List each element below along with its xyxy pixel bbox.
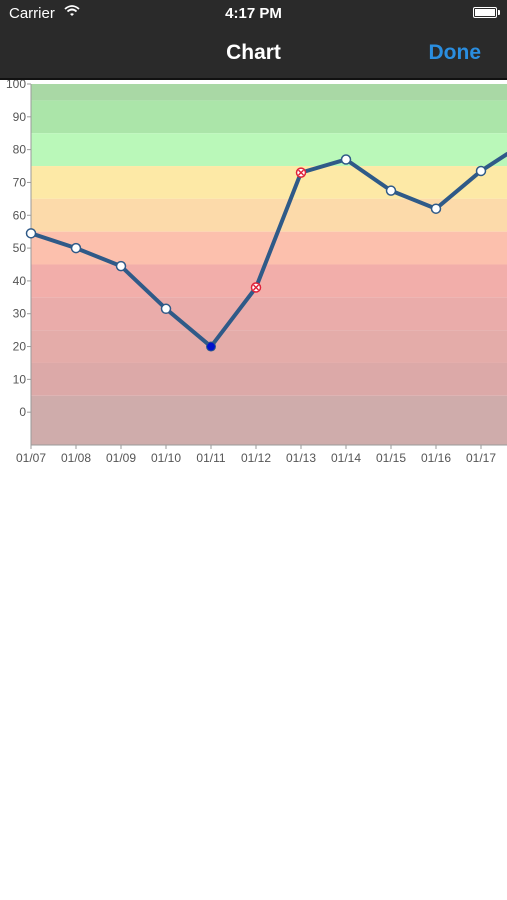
- status-bar: Carrier 4:17 PM: [0, 0, 507, 28]
- data-point: [430, 203, 442, 214]
- nav-divider: [0, 78, 507, 80]
- chart-band: [31, 133, 507, 167]
- chart-band: [31, 84, 507, 101]
- data-point: [70, 242, 82, 254]
- x-tick-label: 01/09: [106, 451, 136, 465]
- y-tick-label: 60: [13, 208, 27, 222]
- x-tick-label: 01/16: [421, 451, 451, 465]
- chart-band: [31, 330, 507, 363]
- y-tick-label: 10: [13, 372, 27, 386]
- wifi-icon: [64, 4, 80, 20]
- navigation-bar: Chart Done: [0, 28, 507, 80]
- chart-markers: [25, 154, 487, 352]
- series-line: [29, 152, 507, 349]
- x-axis-ticks: 01/07 01/08 01/09 01/10 01/11 01/12 01/13 01/14…: [16, 445, 496, 465]
- x-tick-label: 01/07: [16, 451, 46, 465]
- chart-axes: [30, 84, 507, 446]
- page-title: Chart: [226, 41, 281, 64]
- x-tick-label: 01/10: [151, 451, 181, 465]
- clock: 4:17 PM: [225, 5, 282, 22]
- y-tick-label: 0: [19, 405, 26, 419]
- data-point: [160, 303, 172, 315]
- x-tick-label: 01/14: [331, 451, 361, 465]
- y-tick-label: 100: [6, 80, 26, 91]
- data-point: [475, 165, 487, 177]
- chart-bands: [31, 84, 507, 445]
- data-point: [340, 154, 352, 165]
- y-tick-label: 20: [13, 340, 27, 354]
- chart-band: [31, 264, 507, 298]
- y-tick-label: 70: [13, 175, 27, 189]
- chart-series: [29, 152, 507, 349]
- data-point: [115, 260, 127, 272]
- data-point-selected: [206, 341, 216, 352]
- y-tick-label: 50: [13, 241, 27, 255]
- y-tick-label: 30: [13, 307, 27, 321]
- chart-band: [31, 166, 507, 199]
- flag-cross-icon: [252, 284, 260, 291]
- done-button[interactable]: Done: [428, 41, 482, 64]
- data-point: [25, 228, 37, 239]
- battery-icon: [473, 7, 500, 18]
- x-tick-label: 01/13: [286, 451, 316, 465]
- x-tick-label: 01/11: [196, 451, 225, 465]
- y-tick-label: 80: [13, 143, 27, 157]
- chart-band: [31, 395, 507, 445]
- data-point: [385, 185, 397, 196]
- y-tick-label: 40: [13, 274, 27, 288]
- carrier-label: Carrier: [9, 5, 55, 22]
- x-tick-label: 01/12: [241, 451, 271, 465]
- flag-cross-icon: [297, 169, 305, 176]
- chart-band: [31, 100, 507, 134]
- y-tick-label: 90: [13, 110, 27, 124]
- x-tick-label: 01/15: [376, 451, 406, 465]
- x-tick-label: 01/17: [466, 451, 496, 465]
- x-tick-label: 01/08: [61, 451, 91, 465]
- chart-band: [31, 362, 507, 396]
- chart-band: [31, 297, 507, 331]
